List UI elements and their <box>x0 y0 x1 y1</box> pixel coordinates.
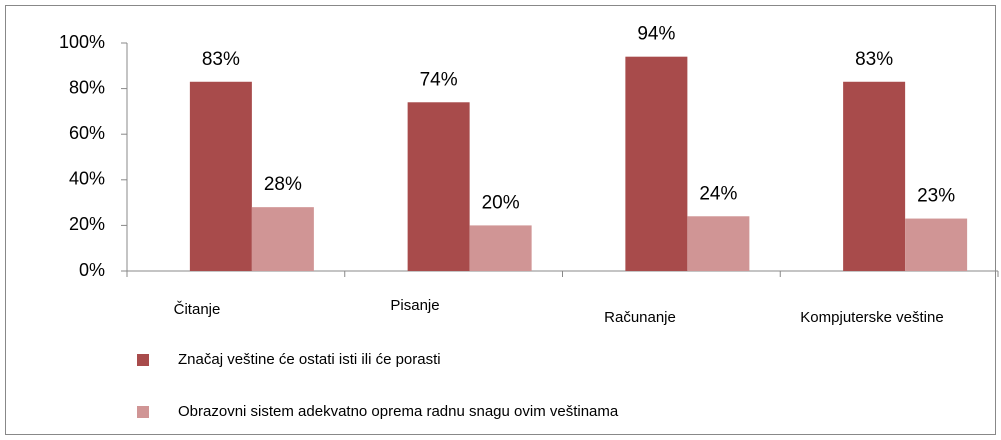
x-tick-label: Pisanje <box>390 297 439 314</box>
value-label: 28% <box>264 174 302 195</box>
x-tick-label: Računanje <box>604 309 676 326</box>
value-label: 23% <box>917 186 955 207</box>
legend-swatch <box>137 406 149 418</box>
y-tick-label: 40% <box>69 169 105 189</box>
y-tick-label: 20% <box>69 214 105 234</box>
y-tick-label: 80% <box>69 77 105 97</box>
bar <box>625 56 688 272</box>
bar <box>687 216 750 271</box>
value-label: 94% <box>637 24 675 45</box>
x-tick-label: Čitanje <box>174 301 221 318</box>
value-label: 74% <box>420 69 458 90</box>
value-label: 24% <box>699 183 737 204</box>
bar <box>469 225 532 271</box>
value-label: 20% <box>482 192 520 213</box>
bar <box>189 81 252 271</box>
y-tick-label: 60% <box>69 123 105 143</box>
bar <box>905 218 968 271</box>
bar <box>251 207 314 271</box>
value-label: 83% <box>855 49 893 70</box>
y-tick-label: 0% <box>79 260 105 280</box>
legend-swatch <box>137 354 149 366</box>
x-tick-label: Kompjuterske veštine <box>800 309 943 326</box>
chart-frame <box>5 5 996 435</box>
bar <box>407 102 470 271</box>
y-tick-label: 100% <box>59 32 105 52</box>
legend-label: Obrazovni sistem adekvatno oprema radnu … <box>178 403 619 420</box>
value-label: 83% <box>202 49 240 70</box>
bar <box>843 81 906 271</box>
legend-label: Značaj veštine će ostati isti ili će por… <box>178 351 441 368</box>
